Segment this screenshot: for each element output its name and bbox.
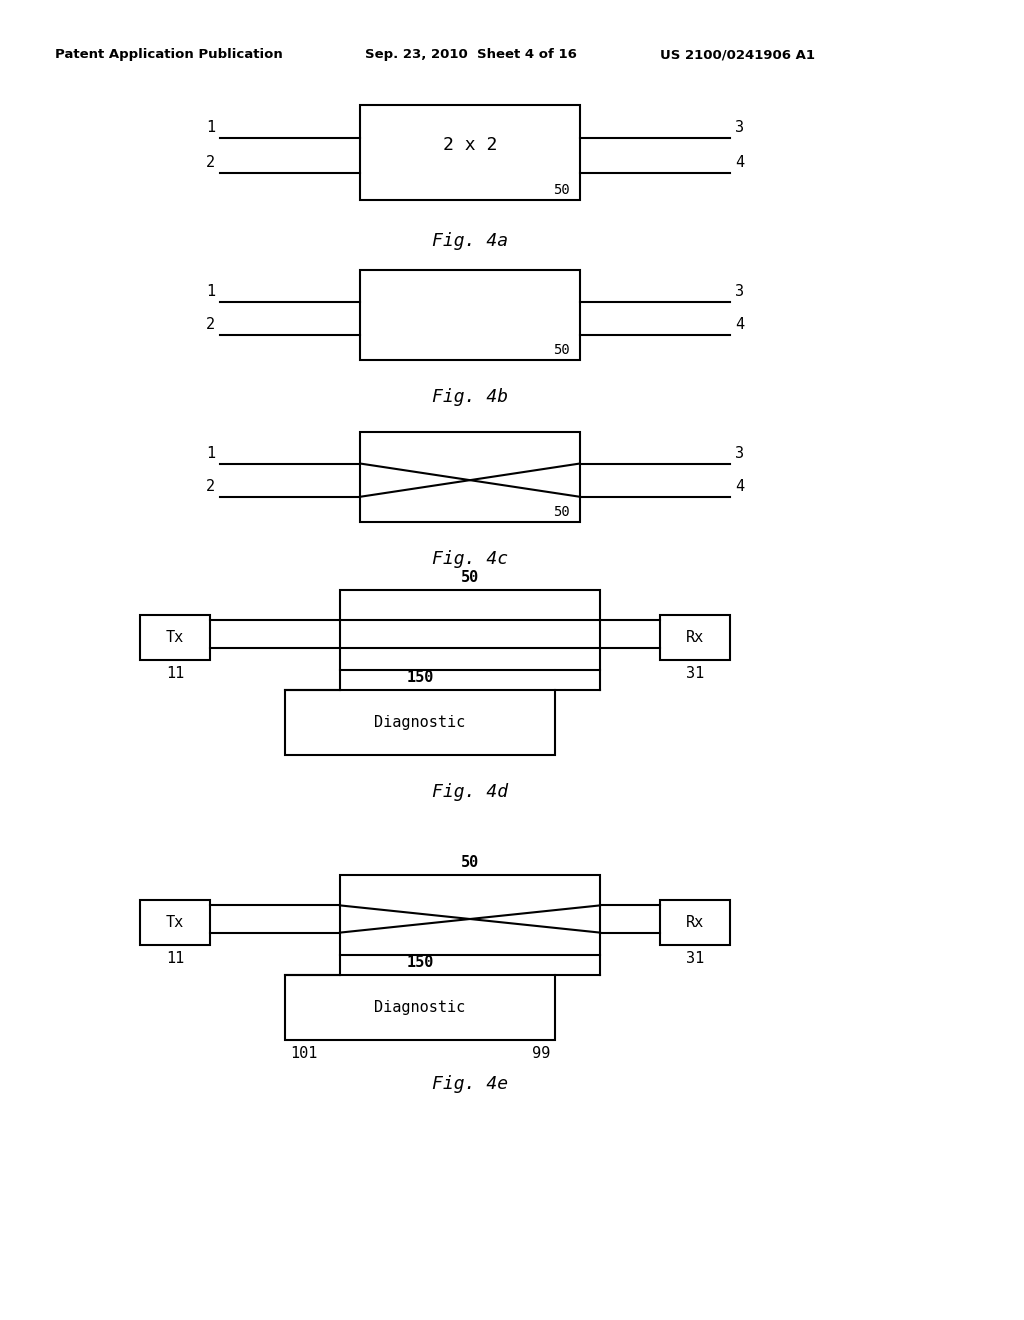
Text: US 2100/0241906 A1: US 2100/0241906 A1	[660, 48, 815, 61]
Text: Fig. 4b: Fig. 4b	[432, 388, 508, 407]
Text: Rx: Rx	[686, 630, 705, 645]
Text: Fig. 4a: Fig. 4a	[432, 232, 508, 249]
Text: Tx: Tx	[166, 630, 184, 645]
Text: 4: 4	[735, 479, 744, 494]
Text: 2 x 2: 2 x 2	[442, 136, 498, 153]
Text: 3: 3	[735, 120, 744, 135]
Text: 4: 4	[735, 156, 744, 170]
Text: 2: 2	[206, 479, 215, 494]
Text: 2: 2	[206, 156, 215, 170]
Text: 2: 2	[206, 317, 215, 331]
Text: 50: 50	[553, 506, 570, 519]
Text: Tx: Tx	[166, 915, 184, 931]
Text: Rx: Rx	[686, 915, 705, 931]
Text: 50: 50	[553, 343, 570, 356]
Text: 99: 99	[531, 1045, 550, 1061]
Text: 11: 11	[166, 950, 184, 966]
Text: 150: 150	[407, 954, 434, 970]
Text: 50: 50	[461, 570, 479, 585]
Text: Patent Application Publication: Patent Application Publication	[55, 48, 283, 61]
Text: Diagnostic: Diagnostic	[375, 715, 466, 730]
Text: 1: 1	[206, 446, 215, 461]
Text: 50: 50	[553, 183, 570, 197]
Text: 150: 150	[407, 671, 434, 685]
Text: 31: 31	[686, 667, 705, 681]
Text: 3: 3	[735, 446, 744, 461]
Text: 50: 50	[461, 855, 479, 870]
Text: Diagnostic: Diagnostic	[375, 1001, 466, 1015]
Text: 4: 4	[735, 317, 744, 331]
Text: 31: 31	[686, 950, 705, 966]
Text: 101: 101	[290, 1045, 317, 1061]
Text: 11: 11	[166, 667, 184, 681]
Text: 3: 3	[735, 284, 744, 298]
Text: Fig. 4d: Fig. 4d	[432, 783, 508, 801]
Text: Fig. 4e: Fig. 4e	[432, 1074, 508, 1093]
Text: Sep. 23, 2010  Sheet 4 of 16: Sep. 23, 2010 Sheet 4 of 16	[365, 48, 577, 61]
Text: 1: 1	[206, 120, 215, 135]
Text: Fig. 4c: Fig. 4c	[432, 550, 508, 568]
Text: 1: 1	[206, 284, 215, 298]
